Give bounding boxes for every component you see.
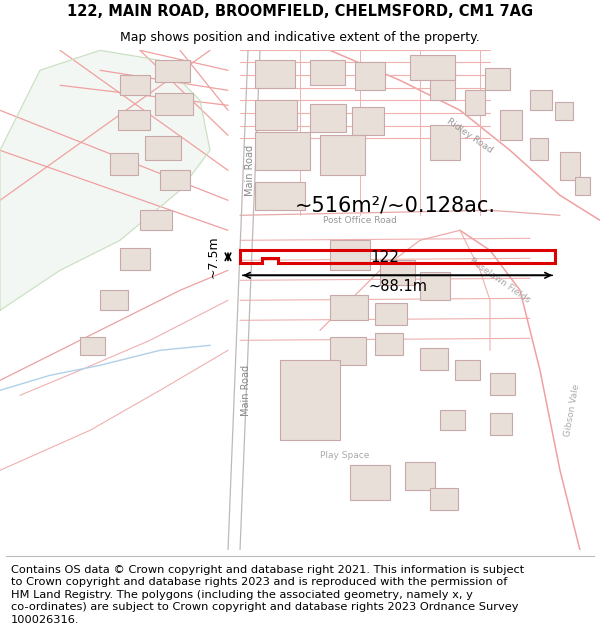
Text: Post Office Road: Post Office Road: [323, 216, 397, 225]
Bar: [410, 55, 455, 80]
Text: Ridley Road: Ridley Road: [445, 116, 494, 154]
Bar: [490, 373, 515, 396]
Bar: [100, 290, 128, 310]
Bar: [120, 248, 150, 270]
Text: to Crown copyright and database rights 2023 and is reproduced with the permissio: to Crown copyright and database rights 2…: [11, 578, 507, 587]
Text: Main Road: Main Road: [241, 365, 251, 416]
Bar: [120, 75, 150, 95]
Text: 122, MAIN ROAD, BROOMFIELD, CHELMSFORD, CM1 7AG: 122, MAIN ROAD, BROOMFIELD, CHELMSFORD, …: [67, 4, 533, 19]
Bar: [430, 125, 460, 160]
Bar: [140, 210, 172, 230]
Bar: [255, 60, 295, 88]
Bar: [430, 65, 455, 100]
Bar: [310, 104, 346, 132]
Bar: [255, 182, 305, 210]
Bar: [350, 465, 390, 500]
Bar: [490, 413, 512, 435]
Bar: [530, 90, 552, 110]
Bar: [352, 107, 384, 135]
Text: Contains OS data © Crown copyright and database right 2021. This information is : Contains OS data © Crown copyright and d…: [11, 564, 524, 574]
Bar: [280, 360, 340, 440]
Bar: [110, 153, 138, 175]
Bar: [555, 102, 573, 120]
Text: 100026316.: 100026316.: [11, 615, 79, 625]
Bar: [330, 338, 366, 365]
Text: Map shows position and indicative extent of the property.: Map shows position and indicative extent…: [120, 31, 480, 44]
Bar: [330, 295, 368, 320]
Bar: [118, 110, 150, 130]
Bar: [320, 135, 365, 175]
Bar: [145, 136, 181, 160]
Bar: [405, 462, 435, 490]
Text: Roselawn Fields: Roselawn Fields: [468, 256, 532, 304]
Bar: [465, 90, 485, 115]
Bar: [455, 360, 480, 380]
Bar: [530, 138, 548, 160]
Bar: [160, 170, 190, 190]
Bar: [375, 303, 407, 325]
Bar: [380, 260, 415, 285]
Bar: [355, 62, 385, 90]
Text: Gibson Vale: Gibson Vale: [563, 383, 581, 438]
Text: Main Road: Main Road: [245, 145, 255, 196]
Bar: [430, 488, 458, 510]
Bar: [485, 68, 510, 90]
Bar: [255, 132, 310, 170]
Bar: [420, 272, 450, 300]
Bar: [420, 348, 448, 370]
Bar: [155, 93, 193, 115]
Text: co-ordinates) are subject to Crown copyright and database rights 2023 Ordnance S: co-ordinates) are subject to Crown copyr…: [11, 602, 518, 612]
Bar: [310, 60, 345, 85]
Text: 122: 122: [370, 250, 399, 265]
Polygon shape: [0, 50, 210, 310]
Bar: [440, 410, 465, 430]
Bar: [500, 110, 522, 140]
Text: ~7.5m: ~7.5m: [207, 236, 220, 278]
Text: Play Space: Play Space: [320, 451, 370, 460]
Bar: [80, 338, 105, 355]
Bar: [560, 152, 580, 180]
Text: ~88.1m: ~88.1m: [368, 279, 427, 294]
Bar: [330, 240, 370, 270]
Text: ~516m²/~0.128ac.: ~516m²/~0.128ac.: [295, 195, 496, 215]
Text: HM Land Registry. The polygons (including the associated geometry, namely x, y: HM Land Registry. The polygons (includin…: [11, 590, 473, 600]
Bar: [575, 177, 590, 195]
Bar: [375, 333, 403, 355]
Bar: [155, 60, 190, 82]
Bar: [255, 100, 297, 130]
